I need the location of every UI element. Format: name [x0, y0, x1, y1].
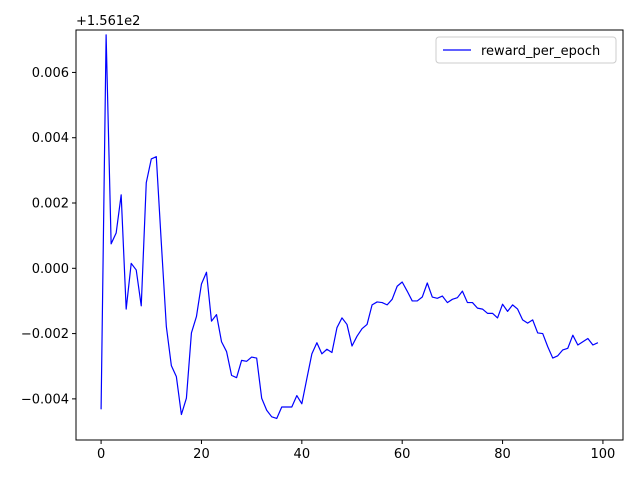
plot-area	[76, 30, 623, 440]
x-tick-label: 80	[494, 447, 511, 462]
x-tick-label: 20	[193, 447, 210, 462]
x-tick-label: 100	[591, 447, 616, 462]
series-line-reward-per-epoch	[100, 34, 599, 420]
x-tick-label: 40	[294, 447, 311, 462]
y-tick-label: 0.004	[32, 131, 69, 146]
legend: reward_per_epoch	[435, 36, 617, 64]
series-group	[100, 34, 599, 420]
x-tick-label: 0	[97, 447, 105, 462]
y-tick-label: −0.002	[21, 327, 69, 342]
legend-box	[435, 36, 617, 64]
y-tick-label: 0.006	[32, 66, 69, 81]
x-tick-label: 60	[394, 447, 411, 462]
y-offset-label: +1.561e2	[76, 14, 140, 29]
plot-frame	[75, 29, 624, 441]
y-tick-label: 0.000	[32, 262, 69, 277]
y-axis: −0.004 −0.002 0.000 0.002 0.004 0.006	[21, 66, 76, 407]
legend-label: reward_per_epoch	[481, 44, 600, 59]
x-axis: 0 20 40 60 80 100	[97, 440, 615, 462]
y-tick-label: 0.002	[32, 197, 69, 212]
y-tick-label: −0.004	[21, 392, 69, 407]
